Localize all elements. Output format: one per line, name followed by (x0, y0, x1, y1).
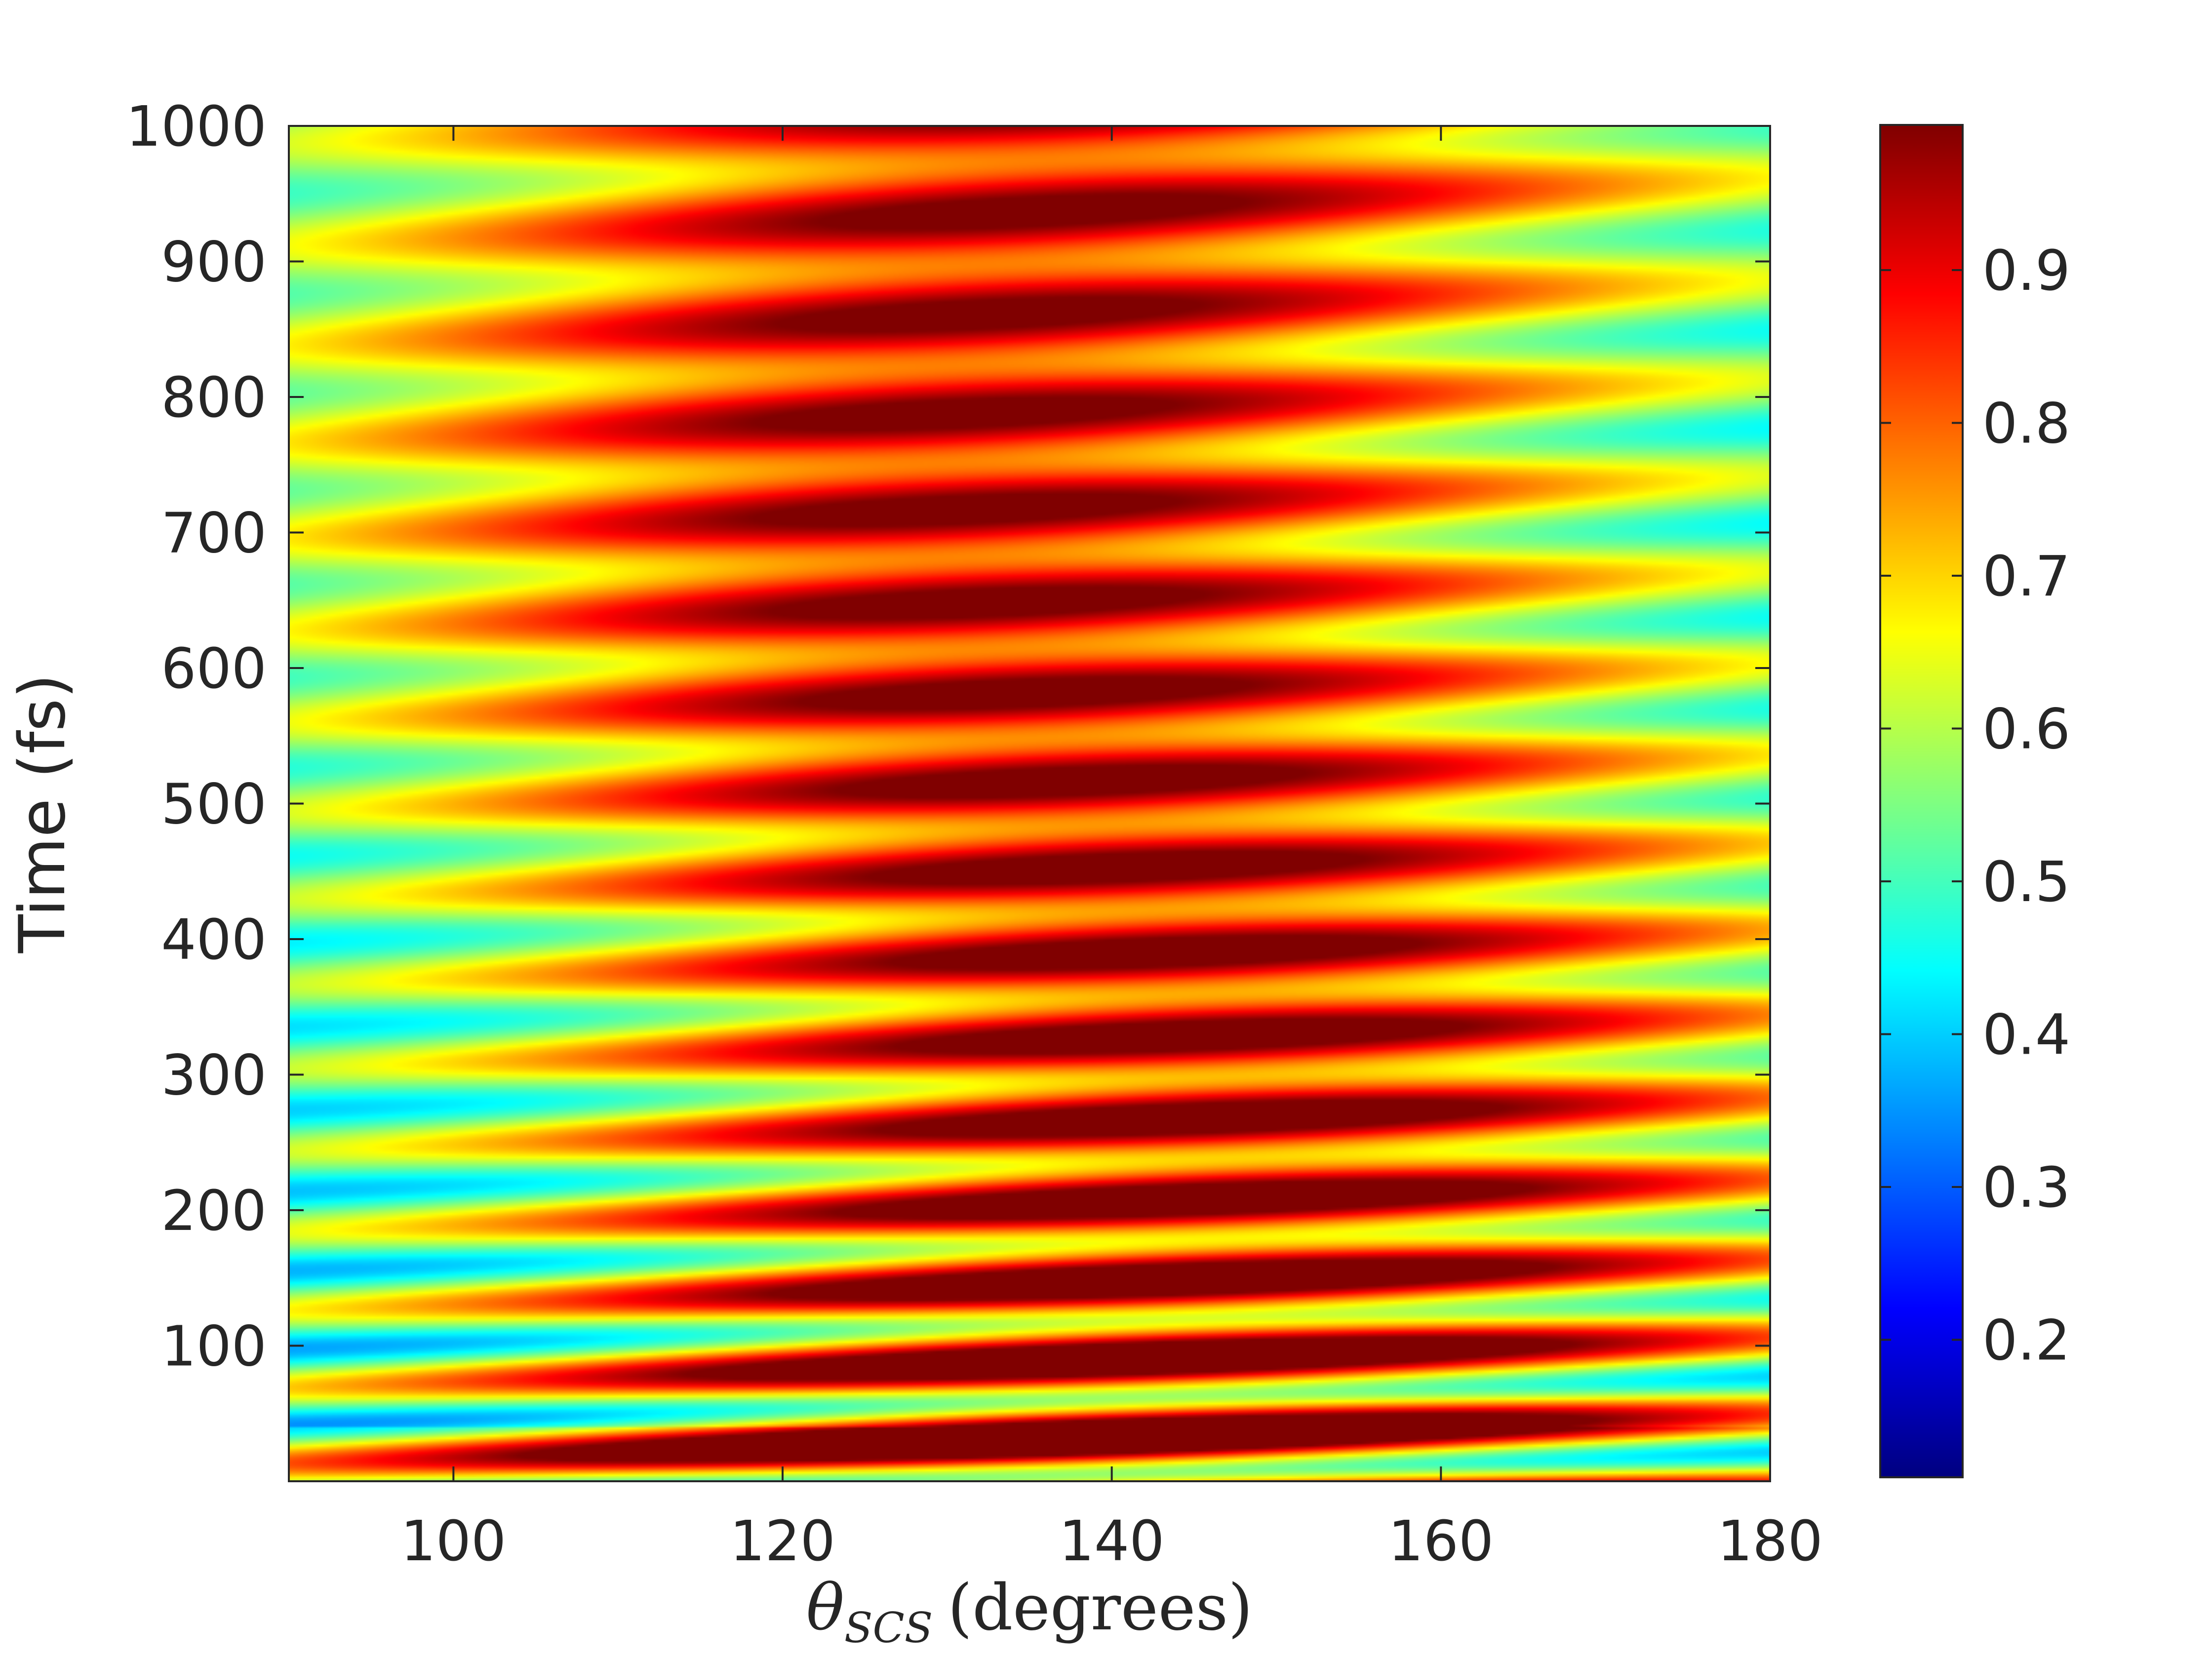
x-tick-label: 160 (1388, 1509, 1494, 1574)
colorbar-tick-label: 0.3 (1982, 1156, 2070, 1220)
y-tick-label: 200 (161, 1179, 267, 1243)
colorbar-tick-label: 0.6 (1982, 697, 2070, 761)
colorbar-gradient (1880, 125, 1963, 1477)
colorbar-tick-label: 0.2 (1982, 1308, 2070, 1373)
heatmap-plot-area (289, 126, 1770, 1481)
y-tick-label: 900 (161, 231, 267, 295)
y-tick-label: 1000 (126, 95, 267, 159)
colorbar-tick-label: 0.7 (1982, 545, 2070, 609)
colorbar-tick-label: 0.4 (1982, 1003, 2070, 1067)
colorbar-tick-label: 0.8 (1982, 392, 2070, 456)
colorbar-tick-label: 0.5 (1982, 850, 2070, 914)
x-axis-ticks: 100 120 140 160 180 (400, 126, 1823, 1574)
y-tick-label: 500 (161, 773, 267, 837)
y-tick-label: 100 (161, 1315, 267, 1379)
colorbar-frame (1879, 124, 1964, 1478)
y-tick-label: 700 (161, 502, 267, 566)
y-tick-label: 400 (161, 908, 267, 972)
heatmap-image (289, 126, 1770, 1481)
x-tick-label: 100 (400, 1509, 506, 1574)
colorbar: 0.2 0.3 0.4 0.5 0.6 0.7 0.8 0.9 (1879, 124, 2070, 1478)
y-tick-label: 300 (161, 1044, 267, 1108)
x-axis-symbol: θ (806, 1571, 844, 1645)
x-tick-label: 140 (1059, 1509, 1165, 1574)
x-axis-unit: (degrees) (948, 1571, 1253, 1645)
y-tick-label: 800 (161, 366, 267, 430)
y-axis-title: Time (fs) (6, 674, 79, 954)
x-tick-label: 180 (1717, 1509, 1823, 1574)
x-axis-title: θSCS (degrees) (806, 1571, 1253, 1652)
x-axis-subscript: SCS (844, 1604, 933, 1652)
colorbar-ticks: 0.2 0.3 0.4 0.5 0.6 0.7 0.8 0.9 (1880, 239, 2070, 1373)
x-tick-label: 120 (730, 1509, 835, 1574)
y-tick-label: 600 (161, 637, 267, 701)
y-axis-ticks: 100 200 300 400 500 600 700 800 900 1000 (126, 95, 1770, 1379)
colorbar-tick-label: 0.9 (1982, 239, 2070, 303)
